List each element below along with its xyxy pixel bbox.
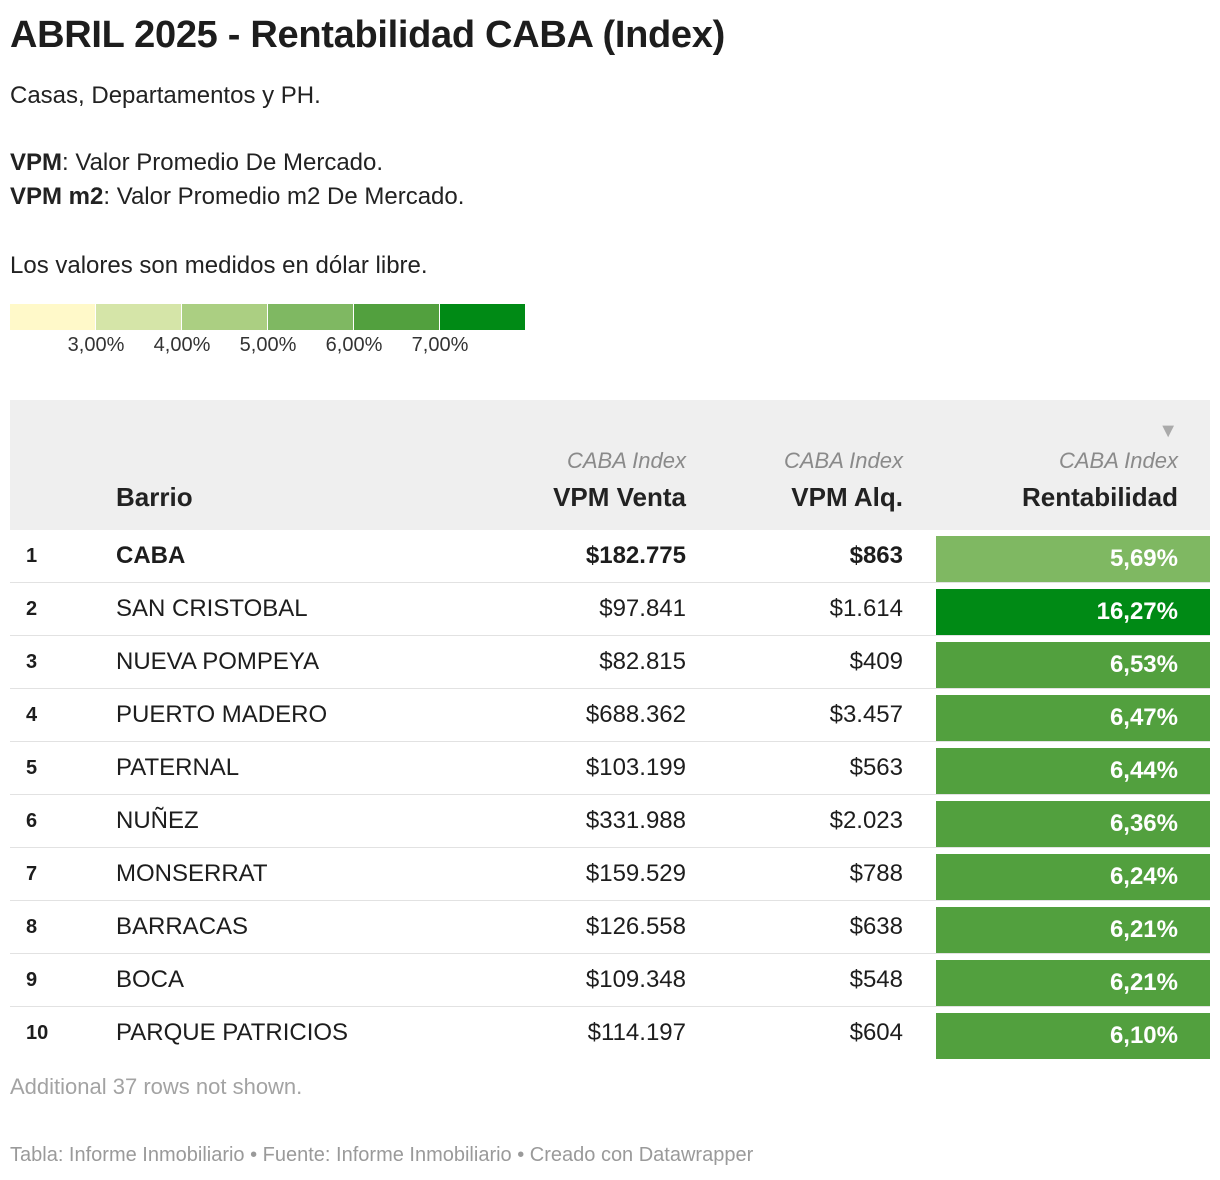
color-legend: 3,00% 4,00% 5,00% 6,00% 7,00% bbox=[10, 304, 526, 364]
rank-cell: 10 bbox=[26, 1022, 49, 1044]
venta-column-subtitle: CABA Index bbox=[566, 448, 686, 473]
venta-cell: $114.197 bbox=[587, 1019, 686, 1046]
legend-swatch bbox=[354, 304, 440, 330]
rent-cell: 6,53% bbox=[936, 642, 1210, 688]
rank-cell: 9 bbox=[26, 969, 38, 991]
barrio-cell: PARQUE PATRICIOS bbox=[116, 1019, 349, 1046]
rent-cell: 6,10% bbox=[936, 1013, 1210, 1059]
venta-cell: $109.348 bbox=[585, 966, 686, 993]
table-row: 8 BARRACAS $126.558 $638 6,21% bbox=[10, 901, 1210, 954]
rent-cell: 6,44% bbox=[936, 748, 1210, 794]
venta-cell: $159.529 bbox=[585, 860, 686, 887]
alq-cell: $604 bbox=[849, 1019, 903, 1046]
alq-cell: $548 bbox=[849, 966, 903, 993]
alq-cell: $788 bbox=[849, 860, 903, 887]
table-row: 10 PARQUE PATRICIOS $114.197 $604 6,10% bbox=[10, 1007, 1210, 1059]
rent-column-header[interactable]: Rentabilidad bbox=[1021, 482, 1178, 512]
table-row: 4 PUERTO MADERO $688.362 $3.457 6,47% bbox=[10, 689, 1210, 742]
rank-cell: 2 bbox=[26, 598, 38, 620]
rank-cell: 5 bbox=[26, 757, 38, 779]
description-currency-note: Los valores son medidos en dólar libre. bbox=[10, 252, 428, 279]
data-table: CABA Index CABA Index CABA Index ▼ Barri… bbox=[10, 400, 1210, 1059]
chart-title: ABRIL 2025 - Rentabilidad CABA (Index) bbox=[10, 14, 725, 56]
rent-cell: 6,21% bbox=[936, 907, 1210, 953]
barrio-cell: NUEVA POMPEYA bbox=[116, 648, 320, 675]
legend-label: 3,00% bbox=[67, 334, 125, 356]
legend-swatch bbox=[440, 304, 526, 330]
alq-cell: $2.023 bbox=[829, 807, 903, 834]
barrio-cell: BARRACAS bbox=[116, 913, 249, 940]
venta-cell: $182.775 bbox=[585, 542, 686, 569]
table-row: 2 SAN CRISTOBAL $97.841 $1.614 16,27% bbox=[10, 583, 1210, 636]
rent-cell: 6,36% bbox=[936, 801, 1210, 847]
venta-cell: $97.841 bbox=[599, 595, 686, 622]
venta-cell: $126.558 bbox=[585, 913, 686, 940]
rank-cell: 3 bbox=[26, 651, 38, 673]
rank-cell: 1 bbox=[26, 545, 38, 567]
barrio-cell: SAN CRISTOBAL bbox=[116, 595, 308, 622]
alq-cell: $409 bbox=[849, 648, 903, 675]
legend-label: 6,00% bbox=[325, 334, 383, 356]
alq-column-header[interactable]: VPM Alq. bbox=[791, 482, 903, 512]
venta-column-header[interactable]: VPM Venta bbox=[553, 482, 686, 512]
table-row: 5 PATERNAL $103.199 $563 6,44% bbox=[10, 742, 1210, 795]
barrio-column-header[interactable]: Barrio bbox=[116, 482, 193, 512]
rank-cell: 4 bbox=[26, 704, 38, 726]
table-notes: Additional 37 rows not shown. bbox=[10, 1074, 303, 1099]
legend-swatch bbox=[96, 304, 182, 330]
barrio-cell: NUÑEZ bbox=[116, 807, 199, 834]
alq-cell: $1.614 bbox=[829, 595, 903, 622]
venta-cell: $82.815 bbox=[599, 648, 686, 675]
venta-cell: $103.199 bbox=[585, 754, 686, 781]
rent-cell: 16,27% bbox=[936, 589, 1210, 635]
legend-bar bbox=[10, 304, 526, 330]
barrio-cell: PUERTO MADERO bbox=[116, 701, 328, 728]
alq-column-subtitle: CABA Index bbox=[783, 448, 903, 473]
barrio-cell: PATERNAL bbox=[116, 754, 240, 781]
sort-desc-icon[interactable]: ▼ bbox=[1158, 420, 1178, 442]
legend-swatch bbox=[10, 304, 96, 330]
rent-cell: 6,47% bbox=[936, 695, 1210, 741]
barrio-cell: BOCA bbox=[116, 966, 185, 993]
venta-cell: $331.988 bbox=[585, 807, 686, 834]
table-row: 1 CABA $182.775 $863 5,69% bbox=[10, 530, 1210, 583]
legend-swatch bbox=[268, 304, 354, 330]
chart-footer: Tabla: Informe Inmobiliario • Fuente: In… bbox=[10, 1144, 754, 1166]
table-row: 3 NUEVA POMPEYA $82.815 $409 6,53% bbox=[10, 636, 1210, 689]
rent-cell: 6,24% bbox=[936, 854, 1210, 900]
description-vpm: VPM: Valor Promedio De Mercado. bbox=[10, 149, 383, 177]
rent-cell: 5,69% bbox=[936, 536, 1210, 582]
alq-cell: $3.457 bbox=[829, 701, 903, 728]
rent-cell: 6,21% bbox=[936, 960, 1210, 1006]
table-row: 9 BOCA $109.348 $548 6,21% bbox=[10, 954, 1210, 1007]
barrio-cell: CABA bbox=[116, 542, 186, 569]
legend-label: 5,00% bbox=[239, 334, 297, 356]
rank-cell: 8 bbox=[26, 916, 38, 938]
rent-column-subtitle: CABA Index bbox=[1058, 448, 1178, 473]
barrio-cell: MONSERRAT bbox=[116, 860, 268, 887]
legend-labels: 3,00% 4,00% 5,00% 6,00% 7,00% bbox=[10, 334, 526, 364]
table-row: 7 MONSERRAT $159.529 $788 6,24% bbox=[10, 848, 1210, 901]
table-body: 1 CABA $182.775 $863 5,69% 2 SAN CRISTOBAL $97.… bbox=[10, 530, 1210, 1059]
alq-cell: $638 bbox=[849, 913, 903, 940]
rank-cell: 6 bbox=[26, 810, 38, 832]
table-header: CABA Index CABA Index CABA Index ▼ Barri… bbox=[10, 400, 1210, 530]
venta-cell: $688.362 bbox=[585, 701, 686, 728]
vpm-definition: : Valor Promedio De Mercado. bbox=[62, 149, 384, 176]
rank-cell: 7 bbox=[26, 863, 38, 885]
description-vpm-m2: VPM m2: Valor Promedio m2 De Mercado. bbox=[10, 183, 464, 211]
table-row: 6 NUÑEZ $331.988 $2.023 6,36% bbox=[10, 795, 1210, 848]
vpm-term: VPM bbox=[10, 149, 63, 176]
legend-label: 4,00% bbox=[153, 334, 211, 356]
description-line-1: Casas, Departamentos y PH. bbox=[10, 82, 321, 109]
vpm-m2-definition: : Valor Promedio m2 De Mercado. bbox=[103, 183, 465, 210]
alq-cell: $563 bbox=[849, 754, 903, 781]
legend-label: 7,00% bbox=[411, 334, 469, 356]
legend-swatch bbox=[182, 304, 268, 330]
vpm-m2-term: VPM m2 bbox=[10, 183, 104, 210]
alq-cell: $863 bbox=[849, 542, 903, 569]
